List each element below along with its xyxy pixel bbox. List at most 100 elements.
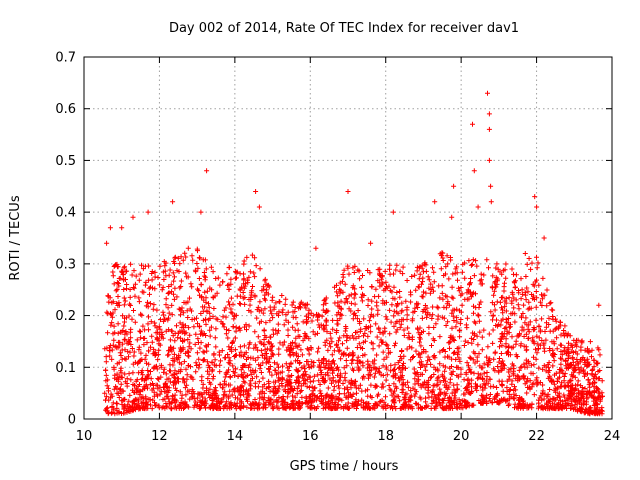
data-point: [419, 263, 425, 269]
data-point: [167, 368, 172, 374]
data-point: [523, 274, 529, 279]
data-point: [201, 349, 207, 355]
data-point: [299, 365, 305, 371]
data-point: [343, 394, 349, 400]
data-point: [349, 380, 355, 386]
data-point: [340, 272, 346, 277]
data-point: [222, 389, 228, 395]
data-point: [435, 366, 441, 372]
data-point: [176, 306, 182, 312]
data-point: [138, 350, 144, 356]
data-point: [414, 302, 419, 308]
data-point: [206, 301, 211, 307]
data-point: [488, 309, 494, 315]
data-point: [280, 307, 286, 313]
y-tick-label: 0.5: [55, 154, 76, 169]
data-point: [181, 300, 187, 305]
data-point: [529, 260, 535, 266]
data-point: [169, 312, 175, 318]
data-point: [394, 327, 400, 333]
data-point: [444, 253, 450, 259]
data-point: [162, 384, 168, 390]
data-point: [535, 260, 541, 266]
data-point: [406, 335, 412, 341]
data-point: [198, 331, 203, 337]
data-point: [128, 326, 134, 332]
data-point: [146, 327, 151, 333]
data-point: [534, 204, 540, 210]
data-point: [391, 308, 397, 314]
data-point: [203, 316, 209, 322]
data-point: [591, 383, 597, 389]
data-point: [285, 333, 291, 338]
data-point: [408, 388, 414, 394]
data-point: [511, 305, 517, 311]
data-point: [456, 285, 462, 291]
data-point: [127, 301, 133, 307]
data-point: [126, 398, 132, 404]
data-point: [591, 357, 597, 363]
data-point: [244, 396, 250, 402]
data-point: [534, 375, 540, 381]
data-point: [308, 345, 314, 350]
data-point: [358, 359, 364, 365]
data-point: [486, 157, 492, 163]
data-point: [327, 376, 333, 382]
data-point: [226, 265, 232, 271]
data-point: [137, 392, 143, 398]
data-point: [457, 401, 463, 407]
data-point: [157, 326, 163, 332]
data-point: [397, 294, 403, 300]
data-point: [477, 329, 483, 335]
data-point: [492, 396, 497, 402]
data-point: [267, 369, 273, 375]
data-point: [115, 321, 121, 327]
data-point: [293, 358, 299, 364]
data-point: [426, 394, 432, 400]
data-point: [289, 373, 295, 378]
data-point: [399, 387, 405, 393]
data-point: [121, 302, 127, 308]
data-point: [304, 398, 310, 404]
data-point: [495, 266, 501, 272]
data-point: [405, 379, 411, 385]
data-point: [357, 320, 363, 326]
data-point: [449, 364, 454, 369]
data-point: [141, 403, 147, 409]
data-point: [128, 377, 134, 383]
data-point: [261, 286, 267, 292]
data-point: [355, 267, 361, 273]
data-point: [325, 372, 331, 378]
data-point: [122, 379, 128, 385]
data-point: [511, 295, 517, 301]
data-point: [453, 357, 459, 362]
data-point: [246, 364, 252, 370]
data-point: [352, 291, 358, 297]
data-point: [481, 327, 487, 333]
data-point: [281, 322, 287, 328]
data-point: [521, 302, 527, 308]
data-point: [208, 405, 213, 411]
data-point: [506, 376, 512, 382]
data-point: [145, 321, 151, 327]
data-point: [417, 336, 423, 342]
data-point: [152, 350, 158, 356]
data-point: [329, 380, 334, 386]
data-point: [469, 402, 475, 408]
data-point: [412, 309, 418, 314]
data-point: [128, 342, 134, 347]
data-point: [334, 328, 340, 333]
data-point: [546, 315, 552, 321]
data-point: [182, 385, 188, 391]
data-point: [241, 353, 247, 359]
data-point: [193, 369, 199, 375]
data-point: [352, 301, 358, 307]
data-point: [540, 382, 546, 388]
data-point: [156, 324, 162, 330]
data-point: [232, 404, 238, 409]
data-point: [251, 270, 257, 276]
data-point: [329, 394, 335, 400]
data-point: [466, 363, 471, 369]
data-point: [321, 356, 327, 361]
data-point: [415, 284, 421, 290]
